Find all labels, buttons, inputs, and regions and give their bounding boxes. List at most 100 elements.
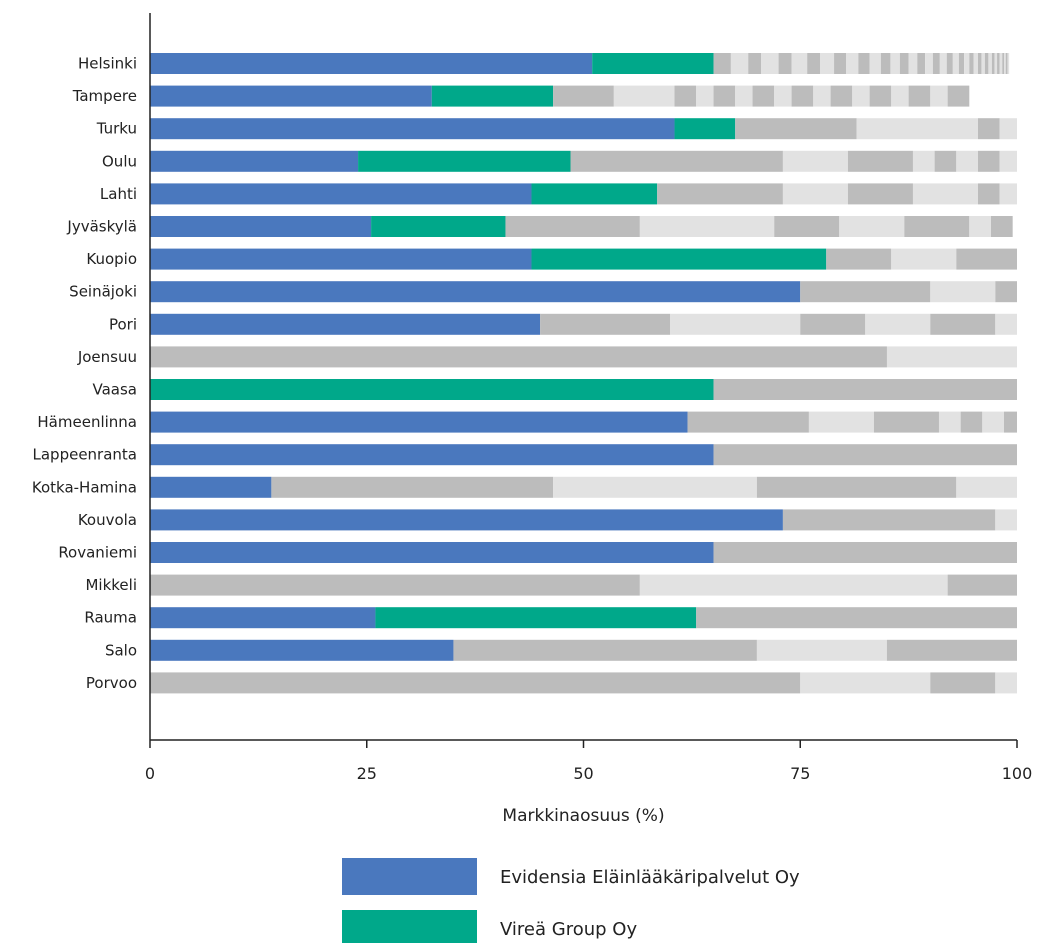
category-label-lappeenranta: Lappeenranta [33, 446, 138, 464]
x-tick-label: 25 [357, 764, 377, 783]
bar-segment-other-14 [890, 53, 900, 74]
bar-segment-evidensia [150, 183, 532, 205]
bar-segment-other-4 [696, 85, 714, 107]
category-label-seinäjoki: Seinäjoki [69, 283, 137, 301]
x-axis-title: Markkinaosuus (%) [502, 806, 664, 826]
bar-segment-other-1 [453, 639, 757, 661]
bar-segment-other-4 [995, 672, 1017, 694]
bar-row-helsinki [150, 53, 1010, 74]
bar-segment-other-3 [774, 216, 840, 237]
bar-segment-evidensia [150, 313, 541, 335]
bar-segment-virea [674, 118, 736, 140]
bar-segment-evidensia [150, 85, 432, 107]
bar-segment-other-38 [1007, 53, 1010, 74]
bar-segment-other-17 [947, 85, 970, 107]
bar-row-jyväskylä [150, 216, 1013, 237]
bar-row-oulu [150, 150, 1017, 172]
bar-segment-other-3 [847, 183, 913, 205]
bar-segment-other-4 [999, 118, 1017, 140]
bar-segment-other-36 [1004, 53, 1006, 74]
bar-segment-other-10 [846, 53, 859, 74]
category-label-helsinki: Helsinki [78, 55, 137, 73]
bar-segment-other-1 [735, 118, 857, 140]
bar-row-vaasa [150, 379, 1017, 400]
bar-segment-other-35 [1002, 53, 1004, 74]
category-label-rovaniemi: Rovaniemi [58, 544, 137, 562]
bar-segment-other-5 [778, 53, 792, 74]
bar-segment-other-28 [981, 53, 985, 74]
bar-segment-other-5 [904, 216, 970, 237]
x-tick-label: 100 [1002, 764, 1033, 783]
bar-segment-other-2 [891, 248, 957, 270]
bar-segment-other-2 [995, 509, 1017, 531]
bar-row-kouvola [150, 509, 1017, 531]
bar-segment-other-2 [639, 574, 948, 596]
bar-segment-other-3 [947, 574, 1017, 596]
bar-segment-other-4 [956, 476, 1017, 498]
legend-label: Vireä Group Oy [500, 919, 637, 940]
bar-segment-other-2 [613, 85, 675, 107]
bar-segment-other-4 [865, 313, 931, 335]
category-label-tampere: Tampere [72, 87, 137, 105]
legend-swatch [342, 858, 477, 895]
bar-segment-other-27 [977, 53, 982, 74]
bar-segment-other-6 [982, 411, 1004, 433]
bar-segment-other-6 [791, 53, 808, 74]
bar-row-porvoo [150, 672, 1017, 694]
bar-segment-other-14 [891, 85, 909, 107]
bar-segment-other-1 [687, 411, 809, 433]
bar-segment-other-2 [730, 53, 749, 74]
bar-segment-other-6 [999, 183, 1017, 205]
bar-segment-other-7 [977, 150, 1000, 172]
bar-segment-other-3 [977, 118, 1000, 140]
bar-segment-other-3 [748, 53, 762, 74]
bar-segment-other-1 [713, 379, 1017, 400]
bar-segment-other-1 [505, 216, 640, 237]
bar-segment-evidensia [150, 542, 714, 563]
bar-segment-other-2 [856, 118, 978, 140]
bar-segment-other-2 [782, 150, 848, 172]
bar-row-turku [150, 118, 1017, 140]
category-labels: Helsinki Tampere Turku Oulu Lahti Jyväskylä Ku… [32, 55, 137, 692]
bar-segment-other-4 [761, 53, 779, 74]
bar-segment-other-3 [956, 248, 1017, 270]
bar-segment-other-2 [782, 183, 848, 205]
bar-row-lahti [150, 183, 1017, 205]
bar-segment-other-3 [930, 672, 996, 694]
bar-segment-other-26 [973, 53, 978, 74]
category-label-kouvola: Kouvola [78, 511, 137, 529]
bar-row-kuopio [150, 248, 1017, 270]
bar-segment-other-2 [670, 313, 801, 335]
bar-segment-evidensia [150, 607, 376, 629]
bar-segment-other-3 [847, 150, 913, 172]
bar-segment-other-5 [713, 85, 736, 107]
bar-segment-evidensia [150, 118, 675, 140]
bar-segment-virea [531, 248, 827, 270]
bar-segment-other-2 [756, 639, 887, 661]
bar-segment-other-16 [930, 85, 948, 107]
category-label-turku: Turku [96, 120, 137, 138]
bar-segment-other-1 [150, 574, 640, 596]
bar-segment-other-1 [713, 53, 731, 74]
bar-segment-other-4 [938, 411, 961, 433]
bar-segment-virea [375, 607, 697, 629]
bar-segment-other-32 [994, 53, 998, 74]
bar-segment-other-1 [657, 183, 783, 205]
bar-segment-virea [358, 150, 571, 172]
bar-segment-other-4 [912, 183, 978, 205]
bar-segment-other-5 [934, 150, 957, 172]
bar-segment-other-13 [869, 85, 892, 107]
bar-segment-other-1 [713, 444, 1017, 466]
bar-segment-other-5 [930, 313, 996, 335]
bar-segment-virea [531, 183, 658, 205]
bar-row-pori [150, 313, 1017, 335]
bar-segment-other-2 [800, 672, 931, 694]
bar-segment-other-5 [977, 183, 1000, 205]
bar-segment-other-3 [873, 411, 939, 433]
bar-segment-virea [150, 379, 714, 400]
bar-segment-other-7 [807, 53, 821, 74]
bar-segment-other-1 [553, 85, 614, 107]
bar-segment-other-17 [917, 53, 926, 74]
bar-segment-evidensia [150, 476, 272, 498]
bar-segment-other-16 [908, 53, 918, 74]
